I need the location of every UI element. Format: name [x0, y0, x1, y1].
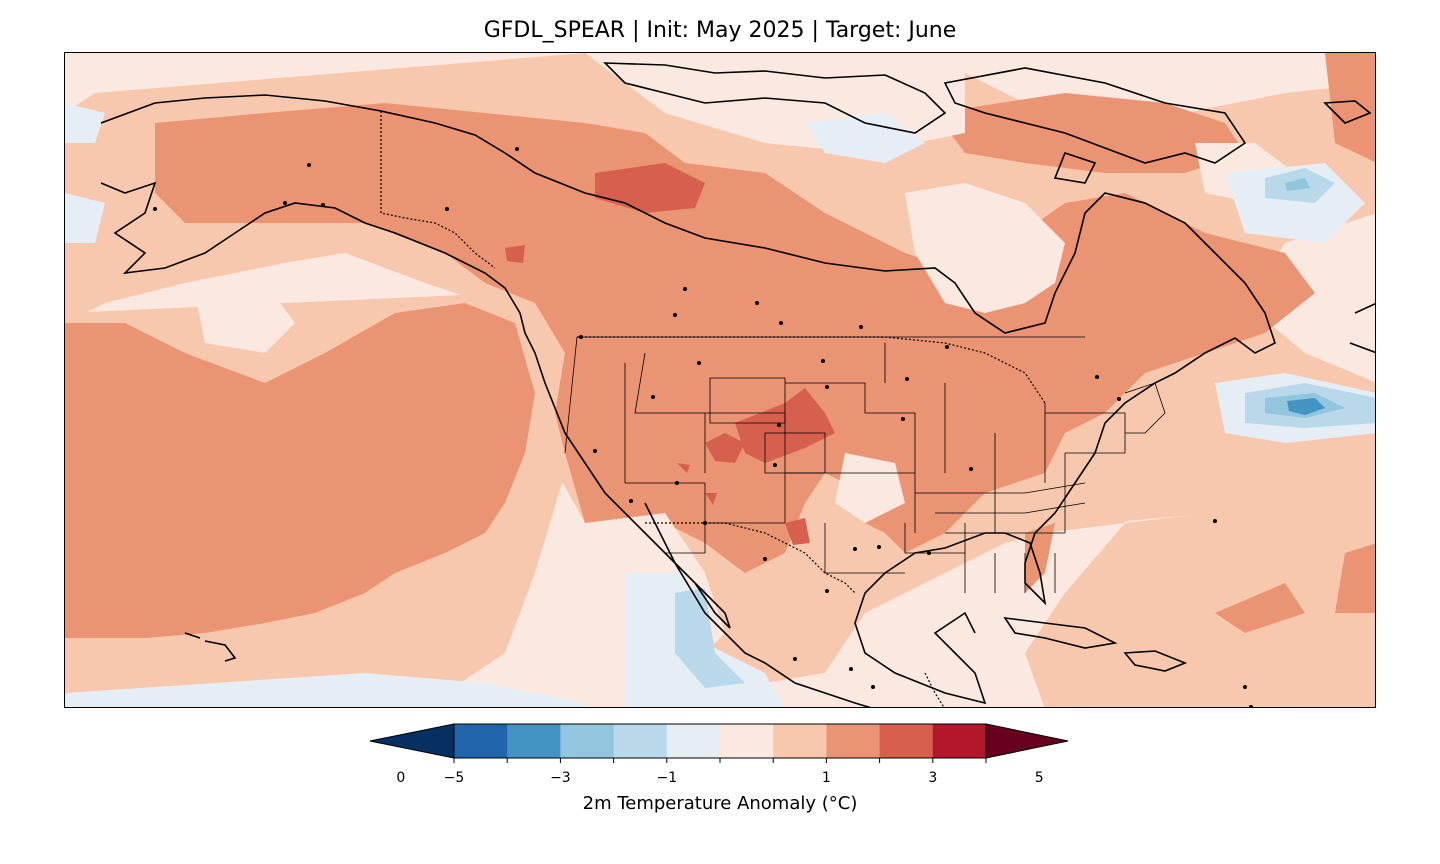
colorbar — [368, 722, 1072, 776]
colorbar-tick-label: 5 — [1034, 770, 1044, 786]
colorbar-swatch — [720, 724, 774, 758]
colorbar-swatches — [369, 723, 1069, 763]
colorbar-swatch — [560, 724, 615, 758]
country-borders — [380, 111, 1046, 707]
anomaly-fill-1-2 — [65, 53, 1375, 638]
colorbar-swatch — [666, 724, 721, 758]
coastlines — [100, 62, 1375, 707]
colorbar-label: 2m Temperature Anomaly (°C) — [582, 793, 858, 814]
map-title: GFDL_SPEAR | Init: May 2025 | Target: Ju… — [483, 18, 957, 43]
colorbar-swatch — [932, 724, 987, 758]
colorbar-tick-label: −1 — [656, 770, 678, 786]
colorbar-swatch — [773, 724, 827, 758]
colorbar-tick-label: 0 — [396, 770, 406, 786]
city-markers — [153, 147, 1253, 707]
anomaly-fill-neg-1-0p5 — [675, 168, 1375, 688]
anomaly-fill-neg-3-2 — [1287, 398, 1325, 415]
colorbar-tick-label: −5 — [443, 770, 465, 786]
colorbar-swatch — [879, 724, 934, 758]
colorbar-swatch — [507, 724, 561, 758]
map-panel — [64, 52, 1376, 708]
colorbar-tick-label: −3 — [550, 770, 571, 786]
colorbar-swatch — [826, 724, 881, 758]
temperature-anomaly-map — [65, 53, 1375, 707]
colorbar-swatch — [613, 724, 668, 758]
colorbar-tick-label: 3 — [928, 770, 938, 786]
colorbar-swatch — [454, 724, 508, 758]
colorbar-tick-label: 1 — [821, 770, 831, 786]
colorbar-extend-high — [985, 723, 1069, 759]
colorbar-extend-low — [369, 723, 455, 759]
